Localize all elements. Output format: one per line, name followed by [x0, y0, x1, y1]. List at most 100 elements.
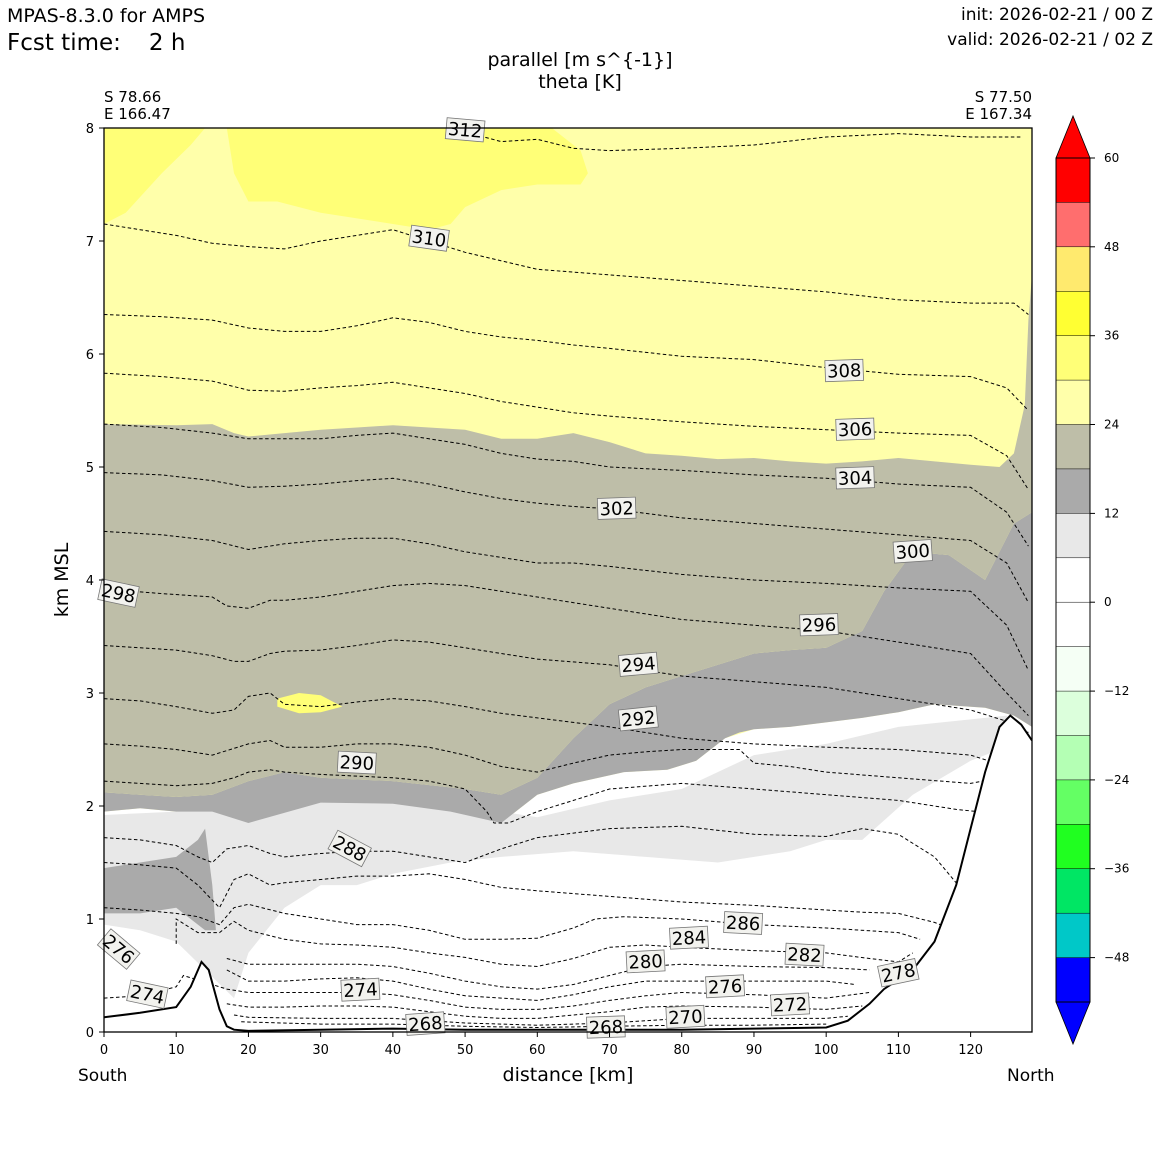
contour-label-text: 268: [408, 1013, 444, 1036]
theta-contour-308: [104, 314, 1029, 411]
colorbar-segment: [1056, 513, 1090, 558]
contour-label-21: 274: [340, 977, 381, 1002]
theta-contour-278: [226, 969, 856, 1001]
y-tick-label: 0: [86, 1026, 94, 1041]
south-label: South: [78, 1066, 128, 1086]
colorbar-segment: [1056, 646, 1090, 691]
wind-fill-region-0: [104, 715, 1014, 999]
right-endpoint-coords: S 77.50 E 167.34: [965, 89, 1032, 123]
x-tick-label: 50: [457, 1043, 474, 1058]
theta-contour-302: [104, 472, 1029, 603]
x-tick-label: 80: [673, 1043, 690, 1058]
colorbar-tick-label: 60: [1104, 151, 1119, 165]
contour-label-25: 268: [586, 1015, 626, 1039]
wind-fill-region-3: [104, 274, 1032, 797]
colorbar-frame: [1055, 157, 1091, 1003]
colorbar-segment: [1056, 957, 1090, 1002]
colorbar-segment: [1056, 868, 1090, 914]
terrain-layer: [104, 714, 1032, 1032]
contour-label-text: 280: [628, 951, 663, 974]
contour-label-box: [408, 224, 450, 252]
right-latitude: S 77.50: [974, 88, 1032, 106]
contour-label-text: 276: [707, 976, 742, 999]
left-endpoint-coords: S 78.66 E 166.47: [104, 89, 171, 123]
theta-contour-280: [226, 958, 870, 990]
contour-label-8: 296: [799, 613, 839, 637]
colorbar-segment: [1056, 557, 1090, 603]
colorbar-segment: [1056, 913, 1090, 958]
theta-contour-276: [104, 974, 870, 1010]
contour-label-9: 294: [618, 651, 659, 677]
contour-label-box: [892, 539, 933, 564]
contour-label-box: [336, 750, 377, 775]
x-tick-label: 70: [601, 1043, 618, 1058]
contour-label-5: 302: [596, 496, 637, 520]
contour-label-text: 300: [895, 541, 931, 564]
contour-label-19: 276: [705, 974, 746, 999]
colorbar-tick-label: 12: [1104, 506, 1119, 520]
colorbar-segment: [1056, 691, 1090, 736]
colorbar-segment: [1056, 824, 1090, 869]
theta-contour-272: [233, 1014, 848, 1026]
forecast-time-label: Fcst time:: [7, 30, 121, 56]
contour-labels: 3123103083063043023002982962942922902882…: [96, 117, 933, 1039]
contour-label-text: 296: [801, 615, 836, 637]
theta-contour-284: [104, 903, 921, 940]
theta-contour-292: [104, 737, 1029, 784]
y-tick-label: 1: [86, 913, 94, 928]
chart-title: parallel [m s^{-1}]: [487, 49, 673, 71]
forecast-time-value: 2 h: [148, 30, 186, 56]
theta-contour-312: [450, 128, 1022, 152]
x-tick-label: 20: [240, 1043, 257, 1058]
contour-label-text: 302: [599, 498, 634, 520]
contour-label-text: 286: [725, 913, 760, 936]
contour-label-box: [799, 613, 839, 637]
contour-label-14: 284: [669, 925, 709, 950]
colorbar-tick-label: 24: [1104, 418, 1119, 432]
contour-label-box: [340, 977, 381, 1002]
colorbar-segment: [1056, 424, 1090, 469]
contour-label-text: 310: [410, 226, 447, 252]
theta-contour-290: [104, 769, 978, 824]
forecast-time: Fcst time: 2 h: [7, 30, 185, 56]
colorbar-segment: [1056, 602, 1090, 647]
colorbar: −48 −36 −24 −12 0 12 24 36 48 60: [1055, 114, 1129, 1046]
contour-label-text: 272: [772, 994, 807, 1017]
init-time: init: 2026-02-21 / 00 Z: [960, 5, 1153, 25]
theta-contour-286: [104, 862, 950, 929]
x-tick-label: 90: [746, 1043, 763, 1058]
contour-label-box: [596, 496, 637, 520]
contour-label-box: [723, 911, 764, 935]
model-name: MPAS-8.3.0 for AMPS: [7, 5, 206, 27]
y-axis-ticks: 0 1 2 3 4 5 6 7 8: [86, 122, 104, 1041]
theta-contour-294: [104, 692, 1029, 767]
terrain-fill: [104, 715, 1032, 1032]
colorbar-max-extension: [1055, 114, 1091, 159]
left-latitude: S 78.66: [104, 88, 162, 106]
contour-label-15: 282: [784, 942, 825, 967]
theta-contour-282: [175, 918, 914, 968]
colorbar-min-extension: [1055, 1001, 1091, 1046]
theta-contours: [104, 128, 1029, 1029]
x-tick-label: 110: [886, 1043, 911, 1058]
contour-label-box: [126, 979, 169, 1009]
theta-contour-298: [104, 582, 1029, 716]
contour-label-text: 268: [588, 1017, 623, 1039]
theta-contour-296: [104, 639, 1029, 733]
contour-label-box: [97, 578, 140, 608]
contour-label-text: 304: [838, 468, 873, 490]
contour-label-box: [618, 651, 659, 677]
contour-label-text: 292: [620, 707, 656, 731]
colorbar-tick-label: −48: [1104, 951, 1129, 965]
x-axis-ticks: 0 10 20 30 40 50 60 70 80 90 100 110 120: [100, 1032, 983, 1058]
contour-label-2: 308: [824, 358, 864, 383]
contour-label-11: 290: [336, 750, 377, 775]
colorbar-segment: [1056, 468, 1090, 514]
theta-contour-274: [226, 1003, 863, 1019]
colorbar-segment: [1056, 291, 1090, 336]
x-tick-label: 120: [958, 1043, 983, 1058]
colorbar-segment: [1056, 779, 1090, 825]
colorbar-segment: [1056, 158, 1090, 203]
contour-label-box: [625, 949, 666, 974]
x-tick-label: 60: [529, 1043, 546, 1058]
